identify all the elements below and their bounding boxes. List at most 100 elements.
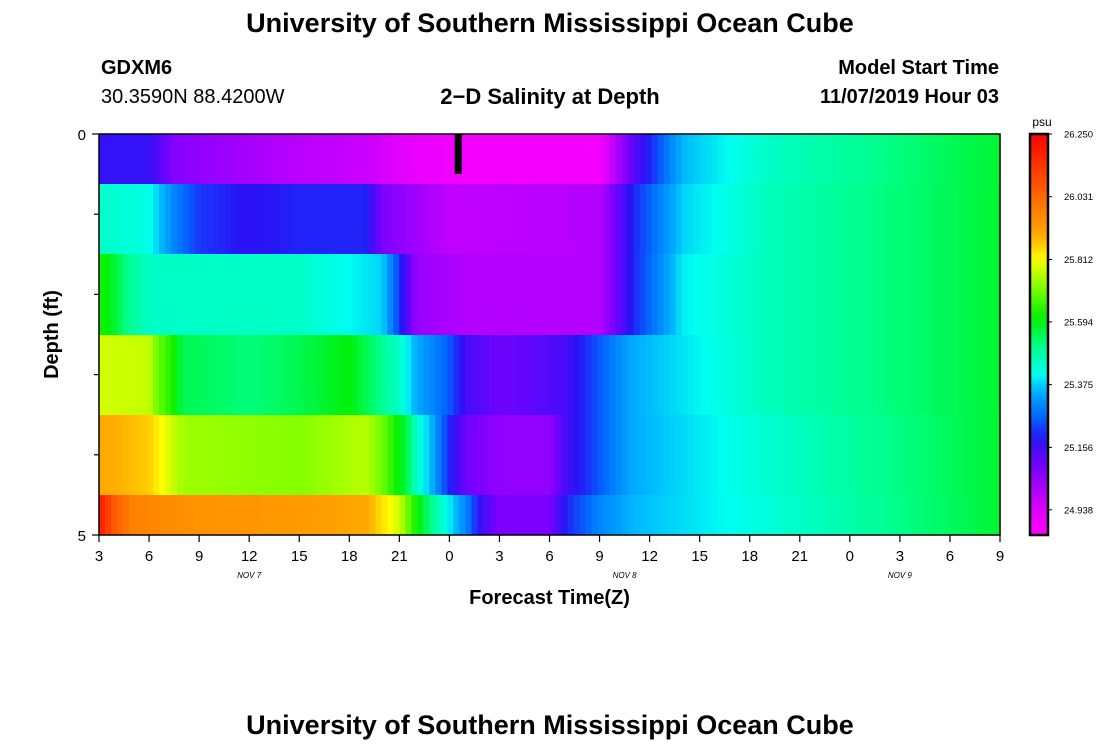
- heatmap-cell: [321, 134, 328, 184]
- heatmap-cell: [795, 335, 803, 415]
- heatmap-cell: [537, 184, 545, 254]
- heatmap-cell: [465, 415, 473, 495]
- heatmap-cell: [855, 254, 863, 335]
- heatmap-cell: [753, 495, 761, 535]
- heatmap-cell: [387, 335, 394, 415]
- heatmap-cell: [243, 495, 250, 535]
- colorbar-label: 26.250: [1064, 130, 1093, 141]
- heatmap-cell: [591, 415, 599, 495]
- heatmap-cell: [147, 184, 154, 254]
- heatmap-cell: [855, 184, 863, 254]
- heatmap-cell: [309, 335, 316, 415]
- heatmap-cell: [993, 495, 1001, 535]
- heatmap-cell: [825, 184, 833, 254]
- heatmap-cell: [237, 415, 244, 495]
- heatmap-cell: [183, 495, 190, 535]
- heatmap-cell: [135, 495, 142, 535]
- heatmap-cell: [597, 254, 605, 335]
- x-tick-label: 9: [595, 548, 603, 565]
- heatmap-cell: [711, 184, 719, 254]
- heatmap-cell: [645, 134, 653, 184]
- heatmap-cell: [657, 495, 665, 535]
- heatmap-cell: [825, 495, 833, 535]
- heatmap-cell: [915, 495, 923, 535]
- heatmap-cell: [771, 134, 779, 184]
- heatmap-cell: [309, 134, 316, 184]
- heatmap-cell: [801, 134, 809, 184]
- heatmap-cell: [993, 415, 1001, 495]
- heatmap-cell: [303, 335, 310, 415]
- heatmap-cell: [657, 415, 665, 495]
- heatmap-cell: [687, 335, 695, 415]
- heatmap-cell: [747, 495, 755, 535]
- heatmap-cell: [273, 415, 280, 495]
- heatmap-cell: [627, 134, 635, 184]
- heatmap-cell: [681, 184, 689, 254]
- heatmap-cell: [231, 184, 238, 254]
- heatmap-cell: [189, 335, 196, 415]
- heatmap-cell: [543, 254, 551, 335]
- heatmap-cell: [477, 495, 485, 535]
- heatmap-cell: [765, 415, 773, 495]
- heatmap-cell: [747, 184, 755, 254]
- heatmap-cell: [891, 254, 899, 335]
- heatmap-cell: [729, 335, 737, 415]
- x-tick-label: 21: [391, 548, 408, 565]
- heatmap-cell: [153, 254, 160, 335]
- heatmap-cell: [135, 254, 142, 335]
- heatmap-cell: [177, 184, 184, 254]
- heatmap-cell: [153, 495, 160, 535]
- heatmap-cell: [777, 415, 785, 495]
- heatmap-cell: [549, 184, 557, 254]
- heatmap-cell: [195, 415, 202, 495]
- heatmap-cell: [213, 184, 220, 254]
- heatmap-cell: [249, 495, 256, 535]
- heatmap-cell: [651, 495, 659, 535]
- heatmap-cell: [159, 184, 166, 254]
- heatmap-cell: [135, 134, 142, 184]
- heatmap-cell: [243, 184, 250, 254]
- heatmap-cell: [897, 254, 905, 335]
- heatmap-cell: [225, 134, 232, 184]
- heatmap-cell: [693, 134, 701, 184]
- heatmap-cell: [699, 495, 707, 535]
- heatmap-cell: [441, 184, 448, 254]
- heatmap-cell: [261, 184, 268, 254]
- heatmap-cell: [117, 134, 124, 184]
- heatmap-cell: [885, 254, 893, 335]
- heatmap-cell: [165, 184, 172, 254]
- heatmap-cell: [459, 134, 467, 184]
- heatmap-cell: [735, 184, 743, 254]
- heatmap-cell: [975, 335, 983, 415]
- heatmap-cell: [603, 254, 611, 335]
- heatmap-cell: [447, 254, 454, 335]
- colorbar: 26.250 26.031 25.812 25.594 25.375 25.156 24.9…: [1028, 130, 1093, 537]
- heatmap-cell: [141, 415, 148, 495]
- heatmap-cell: [861, 335, 869, 415]
- heatmap-cell: [237, 184, 244, 254]
- heatmap-cell: [249, 254, 256, 335]
- heatmap-cell: [423, 495, 430, 535]
- heatmap-cell: [933, 415, 941, 495]
- heatmap-cell: [597, 495, 605, 535]
- heatmap-cell: [387, 254, 394, 335]
- heatmap-cell: [273, 184, 280, 254]
- x-tick-label: 6: [545, 548, 553, 565]
- heatmap-cell: [585, 254, 593, 335]
- heatmap-cell: [555, 335, 563, 415]
- heatmap-cell: [285, 184, 292, 254]
- heatmap-cell: [951, 134, 959, 184]
- heatmap-cell: [129, 495, 136, 535]
- heatmap-cell: [231, 254, 238, 335]
- heatmap-cell: [645, 184, 653, 254]
- heatmap-cell: [579, 254, 587, 335]
- heatmap-cell: [627, 184, 635, 254]
- heatmap-cell: [525, 335, 533, 415]
- heatmap-cell: [849, 134, 857, 184]
- heatmap-cell: [513, 184, 521, 254]
- heatmap-cell: [717, 184, 725, 254]
- heatmap-cell: [579, 134, 587, 184]
- heatmap-cell: [939, 254, 947, 335]
- heatmap-cell: [369, 335, 376, 415]
- heatmap-cell: [129, 415, 136, 495]
